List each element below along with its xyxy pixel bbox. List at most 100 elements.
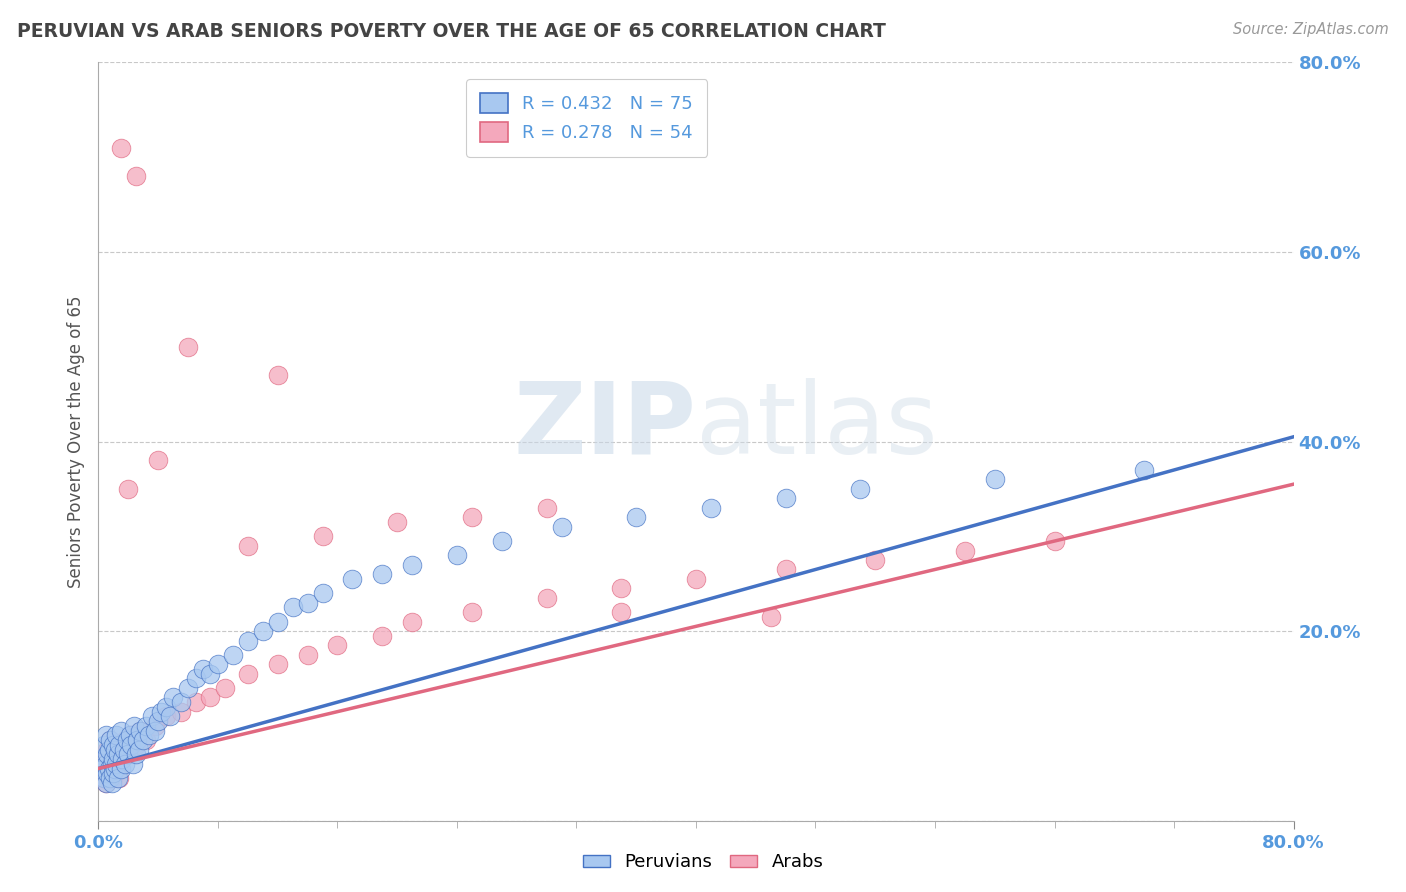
- Point: [135, 733, 157, 747]
- Point: [267, 368, 290, 383]
- Point: [101, 776, 124, 790]
- Point: [155, 709, 177, 723]
- Point: [148, 714, 170, 728]
- Point: [91, 762, 114, 776]
- Point: [536, 500, 558, 515]
- Point: [150, 705, 173, 719]
- Point: [110, 752, 132, 766]
- Point: [91, 771, 114, 785]
- Point: [169, 705, 191, 719]
- Point: [700, 500, 723, 515]
- Point: [110, 141, 132, 155]
- Point: [177, 681, 200, 695]
- Point: [252, 624, 274, 639]
- Point: [114, 756, 136, 771]
- Point: [141, 709, 163, 723]
- Point: [685, 572, 707, 586]
- Point: [94, 776, 117, 790]
- Point: [342, 572, 364, 586]
- Point: [267, 615, 290, 629]
- Point: [97, 762, 120, 776]
- Point: [94, 728, 117, 742]
- Point: [94, 756, 117, 771]
- Point: [177, 340, 200, 354]
- Text: PERUVIAN VS ARAB SENIORS POVERTY OVER THE AGE OF 65 CORRELATION CHART: PERUVIAN VS ARAB SENIORS POVERTY OVER TH…: [17, 22, 886, 41]
- Point: [103, 771, 125, 785]
- Point: [125, 169, 148, 184]
- Point: [117, 482, 139, 496]
- Point: [90, 762, 112, 776]
- Point: [200, 690, 222, 705]
- Point: [159, 709, 181, 723]
- Point: [311, 529, 333, 543]
- Point: [105, 762, 128, 776]
- Point: [446, 548, 468, 563]
- Point: [610, 582, 633, 596]
- Point: [129, 723, 152, 738]
- Point: [162, 690, 184, 705]
- Point: [101, 756, 124, 771]
- Point: [461, 510, 484, 524]
- Point: [111, 742, 134, 756]
- Point: [953, 543, 976, 558]
- Point: [117, 747, 139, 762]
- Point: [105, 728, 128, 742]
- Legend: R = 0.432   N = 75, R = 0.278   N = 54: R = 0.432 N = 75, R = 0.278 N = 54: [465, 79, 707, 157]
- Point: [1043, 534, 1066, 549]
- Point: [127, 733, 149, 747]
- Text: Source: ZipAtlas.com: Source: ZipAtlas.com: [1233, 22, 1389, 37]
- Point: [461, 605, 484, 619]
- Point: [98, 771, 122, 785]
- Point: [97, 762, 120, 776]
- Point: [108, 771, 131, 785]
- Point: [267, 657, 290, 672]
- Point: [110, 723, 132, 738]
- Point: [111, 752, 134, 766]
- Point: [236, 633, 259, 648]
- Point: [132, 733, 155, 747]
- Point: [90, 752, 112, 766]
- Point: [536, 591, 558, 605]
- Point: [96, 747, 118, 762]
- Point: [104, 747, 127, 762]
- Point: [214, 681, 236, 695]
- Point: [775, 562, 797, 576]
- Point: [371, 629, 394, 643]
- Point: [184, 695, 207, 709]
- Point: [115, 733, 138, 747]
- Point: [107, 738, 129, 752]
- Point: [114, 733, 136, 747]
- Point: [121, 756, 143, 771]
- Point: [117, 747, 139, 762]
- Point: [169, 695, 191, 709]
- Point: [326, 638, 349, 652]
- Point: [155, 699, 177, 714]
- Point: [184, 672, 207, 686]
- Point: [93, 771, 115, 785]
- Point: [281, 600, 304, 615]
- Point: [191, 662, 214, 676]
- Point: [120, 728, 142, 742]
- Point: [93, 738, 115, 752]
- Point: [610, 605, 633, 619]
- Point: [550, 520, 572, 534]
- Point: [143, 719, 166, 733]
- Point: [385, 515, 409, 529]
- Point: [865, 553, 887, 567]
- Point: [98, 733, 122, 747]
- Point: [759, 610, 782, 624]
- Point: [96, 766, 118, 780]
- Point: [93, 752, 115, 766]
- Point: [849, 482, 872, 496]
- Point: [94, 776, 117, 790]
- Point: [143, 723, 166, 738]
- Point: [125, 747, 148, 762]
- Point: [775, 491, 797, 506]
- Point: [125, 738, 148, 752]
- Text: ZIP: ZIP: [513, 378, 696, 475]
- Point: [297, 648, 319, 662]
- Point: [200, 666, 222, 681]
- Point: [104, 762, 127, 776]
- Text: atlas: atlas: [696, 378, 938, 475]
- Point: [107, 771, 129, 785]
